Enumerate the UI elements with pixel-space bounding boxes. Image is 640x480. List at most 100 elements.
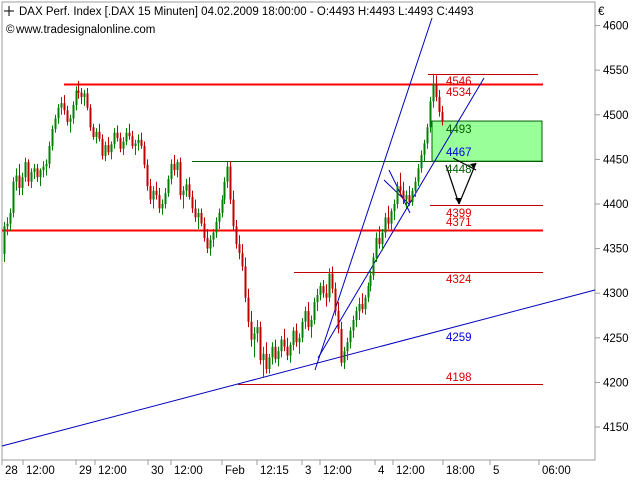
candle-body	[113, 132, 116, 145]
candle	[152, 186, 155, 209]
candle	[63, 95, 66, 115]
currency-label: €	[598, 6, 605, 18]
candle-body	[12, 181, 15, 213]
candle	[280, 336, 283, 358]
candle	[384, 212, 387, 238]
candle	[399, 172, 402, 196]
candle-body	[36, 168, 39, 178]
x-tick-label: 30	[151, 465, 164, 477]
level-label-4467: 4467	[446, 147, 472, 159]
candle-body	[107, 145, 110, 153]
candle	[15, 168, 18, 191]
candle	[3, 221, 6, 262]
candle-body	[72, 104, 75, 119]
arrows-layer	[445, 157, 477, 205]
candle	[405, 190, 408, 209]
candle	[57, 104, 60, 124]
candle-body	[89, 107, 92, 128]
candle-body	[375, 237, 378, 258]
candle	[310, 315, 313, 338]
candle	[417, 163, 420, 187]
candle	[331, 266, 334, 294]
candle-body	[149, 186, 152, 200]
candle	[393, 199, 396, 221]
candle	[259, 321, 262, 365]
candle-body	[432, 83, 435, 102]
candle	[9, 208, 12, 231]
candle-body	[86, 93, 89, 108]
candle	[18, 163, 21, 196]
candle-body	[95, 131, 98, 138]
candle-body	[51, 129, 54, 147]
candle	[429, 96, 432, 133]
candle	[66, 105, 69, 126]
level-label-4198: 4198	[446, 372, 472, 384]
candle-body	[399, 186, 402, 191]
candle	[176, 159, 179, 178]
candle	[206, 228, 209, 254]
candle	[33, 163, 36, 180]
y-tick-label: 4550	[603, 65, 629, 77]
x-tick-label: 4	[378, 465, 385, 477]
candle-body	[265, 353, 268, 370]
x-tick-label: 12:15	[260, 465, 289, 477]
candle	[30, 168, 33, 188]
candle-body	[352, 319, 355, 331]
candle-body	[206, 237, 209, 249]
candle-body	[384, 217, 387, 233]
candle-body	[420, 154, 423, 169]
candle	[107, 137, 110, 155]
candle	[137, 134, 140, 151]
x-tick-label: 28	[5, 465, 18, 477]
candle-body	[77, 90, 80, 93]
candle	[182, 186, 185, 209]
candle-body	[131, 136, 134, 147]
candle	[116, 125, 119, 142]
candle-body	[438, 96, 441, 113]
candle-body	[331, 273, 334, 289]
x-tick-label: 12:00	[26, 465, 55, 477]
candle-body	[146, 164, 149, 187]
candle-body	[367, 286, 370, 298]
candle-body	[328, 273, 331, 298]
candle	[232, 190, 235, 231]
candle-body	[18, 175, 21, 188]
candle-body	[170, 163, 173, 180]
candle	[119, 132, 122, 153]
candle	[387, 205, 390, 229]
candle	[149, 179, 152, 204]
candle-body	[259, 327, 262, 361]
candle-body	[372, 257, 375, 276]
candle-body	[27, 162, 30, 182]
candle-body	[63, 103, 66, 111]
candle-body	[194, 208, 197, 218]
candle-body	[226, 166, 229, 182]
candle	[104, 141, 107, 162]
candle-body	[176, 162, 179, 171]
candle-body	[60, 103, 63, 108]
candle	[140, 132, 143, 149]
candle	[235, 220, 238, 249]
y-tick-label: 4400	[603, 199, 629, 211]
candle	[337, 302, 340, 334]
candle	[146, 159, 149, 191]
candle-body	[39, 170, 42, 178]
level-label-4371: 4371	[446, 217, 472, 229]
candle-body	[30, 171, 33, 182]
candle-body	[346, 342, 349, 352]
candle	[21, 172, 24, 196]
candle	[95, 128, 98, 144]
y-tick-label: 4150	[603, 422, 629, 434]
x-tick-label: 12:00	[323, 465, 352, 477]
x-tick-label: 12:00	[174, 465, 203, 477]
candle	[113, 128, 116, 149]
candle-body	[277, 351, 280, 360]
candle-body	[229, 166, 232, 200]
level-label-4546: 4546	[446, 76, 472, 88]
candle-body	[340, 328, 343, 363]
candle-body	[301, 321, 304, 338]
candle	[24, 157, 27, 182]
candle	[143, 141, 146, 169]
candle	[352, 315, 355, 338]
